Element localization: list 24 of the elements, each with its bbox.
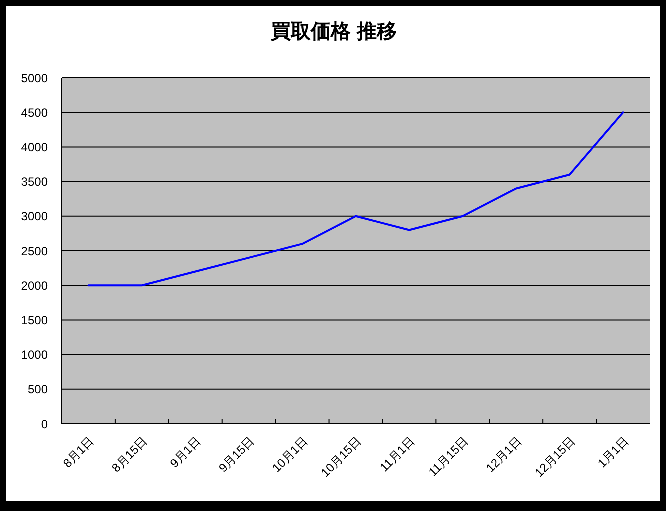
- x-tick-label: 10月1日: [270, 434, 311, 476]
- x-tick-label: 12月15日: [532, 434, 578, 480]
- x-tick-label: 1月1日: [595, 434, 632, 471]
- x-tick-label: 9月1日: [167, 434, 204, 471]
- line-series: [88, 112, 624, 287]
- y-tick-label: 3000: [21, 210, 48, 224]
- x-tick-label: 8月1日: [60, 434, 97, 471]
- y-tick-label: 1500: [21, 313, 48, 328]
- y-tick-label: 2500: [21, 244, 48, 258]
- y-tick-label: 1000: [21, 348, 48, 362]
- y-tick-label: 0: [41, 417, 48, 432]
- x-tick-label: 9月15日: [216, 434, 258, 476]
- y-tick-label: 3500: [21, 175, 48, 190]
- y-tick-label: 500: [28, 382, 48, 397]
- x-tick-label: 11月1日: [377, 434, 418, 475]
- y-tick-label: 4500: [21, 106, 48, 120]
- chart-title: 買取価格 推移: [270, 20, 398, 44]
- y-tick-label: 5000: [21, 71, 48, 86]
- x-tick-label: 10月15日: [318, 434, 364, 480]
- x-tick-label: 12月1日: [483, 434, 525, 476]
- y-tick-label: 2000: [21, 278, 48, 293]
- x-tick-label: 11月15日: [426, 434, 472, 480]
- y-tick-label: 4000: [21, 140, 48, 154]
- x-tick-label: 8月15日: [109, 434, 150, 476]
